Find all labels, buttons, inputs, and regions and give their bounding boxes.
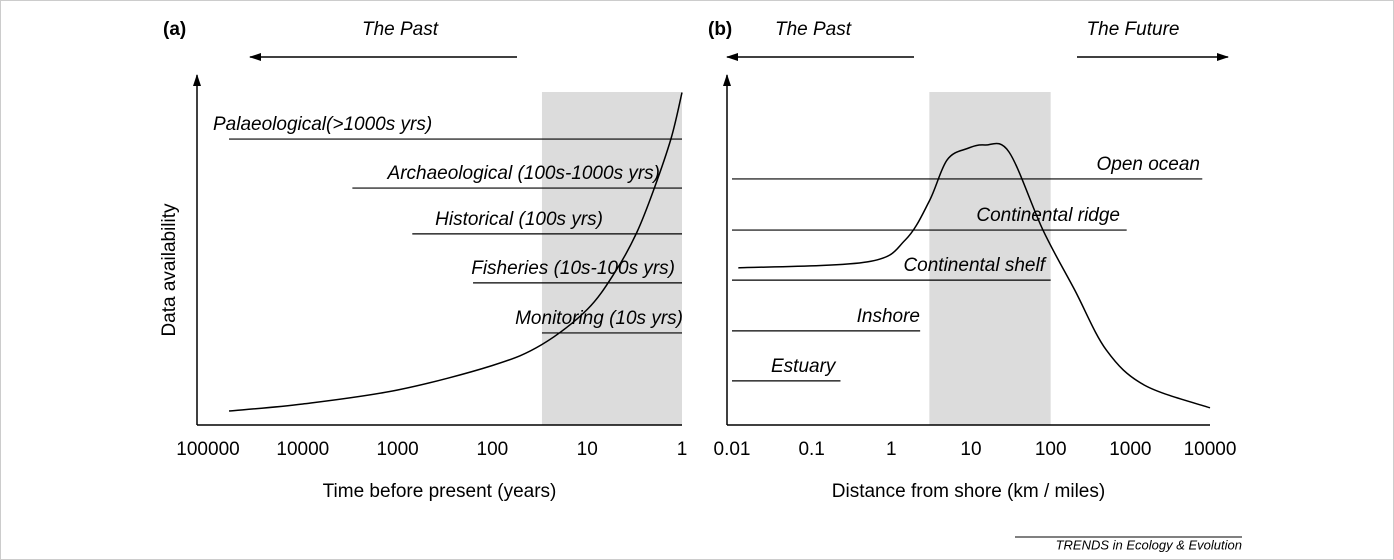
level-label: Fisheries (10s-100s yrs) [471,258,675,279]
x-tick-label: 100 [1035,439,1067,460]
footer: TRENDS in Ecology & Evolution [1056,537,1242,552]
curve [228,92,683,412]
x-tick-label: 0.01 [714,439,751,460]
level-label: Inshore [857,306,920,327]
x-tick-label: 1 [677,439,688,460]
x-axis-title: Time before present (years) [323,481,557,502]
level-label: Continental ridge [976,205,1120,226]
x-tick-label: 100000 [176,439,239,460]
panel-label: (a) [163,19,186,40]
shaded-region [541,92,682,425]
panel-label: (b) [708,19,732,40]
arrow-label: The Future [1087,19,1180,40]
x-tick-label: 0.1 [798,439,824,460]
y-axis-title: Data availability [159,203,180,337]
level-label: Estuary [771,356,837,377]
x-tick-label: 1000 [1109,439,1151,460]
shaded-region [929,92,1051,425]
x-tick-label: 1000 [376,439,418,460]
x-tick-label: 100 [477,439,509,460]
x-tick-label: 1 [886,439,897,460]
level-label: Historical (100s yrs) [435,209,603,230]
level-label: Open ocean [1096,154,1200,175]
x-axis-title: Distance from shore (km / miles) [832,481,1105,502]
x-tick-label: 10000 [1184,439,1237,460]
arrow-label: The Past [362,19,439,40]
level-label: Archaeological (100s-1000s yrs) [387,163,660,184]
x-tick-label: 10 [577,439,598,460]
level-label: Palaeological(>1000s yrs) [213,114,432,135]
level-label: Continental shelf [903,255,1046,276]
arrow-label: The Past [775,19,852,40]
x-tick-label: 10 [960,439,981,460]
level-label: Monitoring (10s yrs) [515,308,683,329]
x-tick-label: 10000 [276,439,329,460]
curve [738,142,1211,409]
